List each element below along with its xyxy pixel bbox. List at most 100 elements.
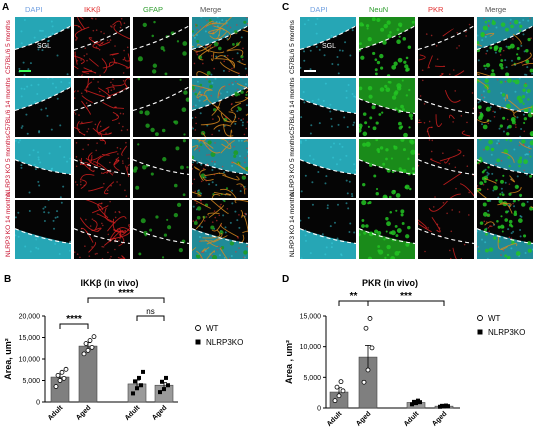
panel-c-micrograph-r2c3 [418,78,474,137]
data-point [164,375,168,380]
panel-a-micrograph-r1c1 [15,17,71,76]
y-tick-label: 0 [317,406,321,413]
data-point [338,379,344,385]
data-point [363,325,369,331]
data-point [83,341,89,346]
panel-c-header-4: Merge [485,5,507,14]
data-point [53,384,59,389]
panel-c-row-label-2: C57BL/6 14 months [289,77,296,135]
significance-bracket [87,297,165,303]
panel-c-header-1: DAPI [310,5,328,14]
panel-c-header-3: PKR [428,5,444,14]
x-tick-label: Adult [47,404,65,422]
legend-label: NLRP3KO [206,338,243,347]
data-point [139,383,143,388]
significance-label: **** [66,314,82,325]
chart-b: B IKKβ (in vivo) 0 5,000 10,000 15,000 20,000 A… [3,274,243,422]
data-point [81,351,87,357]
panel-a-micrograph-r4c2 [74,200,130,259]
panel-a-micrograph-r4c4 [192,200,248,259]
data-point [59,369,65,375]
panel-c-micrograph-r3c4 [477,139,533,198]
legend-marker [477,329,483,335]
y-tick-label: 5,000 [22,378,40,385]
data-point [410,402,414,407]
panel-letter-b: B [4,274,11,285]
y-tick-label: 20,000 [19,314,41,321]
data-point [160,379,164,384]
x-tick-label: Aged [355,410,372,427]
panel-a-micrograph-r4c3 [133,200,189,259]
y-tick-label: 0 [36,400,40,407]
panel-c-micrograph-r1c2 [359,17,415,76]
panel-a-micrograph-r1c2 [74,17,130,76]
panel-a-scale-bar [19,70,31,72]
data-point [141,369,145,374]
legend-marker [477,315,483,321]
data-point [87,338,93,343]
panel-letter-d: D [282,274,289,285]
panel-c-sgl-label: SGL [322,43,337,50]
panel-letter-a: A [2,2,10,13]
panel-c-header-2: NeuN [369,5,389,14]
y-tick-label: 15,000 [19,335,41,342]
x-tick-label: Aged [151,404,168,421]
significance-label: **** [118,288,134,299]
data-point [63,366,69,372]
panel-c-micrograph-r2c2 [359,78,415,137]
significance-bracket [59,323,89,329]
panel-c-micrograph-r1c3 [418,17,474,76]
x-tick-label: Adult [124,404,142,422]
panel-c-micrograph-r3c1 [300,139,356,198]
data-point [412,399,416,404]
y-tick-label: 15,000 [300,314,322,321]
panel-c-micrograph-r3c2 [359,139,415,198]
data-point [55,372,61,378]
panel-a-header-3: GFAP [143,5,164,14]
x-tick-label: Aged [431,410,448,427]
legend-label: NLRP3KO [488,328,525,337]
data-point [367,316,373,321]
legend-marker [195,339,201,345]
significance-label: *** [400,291,412,302]
data-point [361,379,367,385]
panel-c-micrograph-r4c2 [359,200,415,259]
panel-a-micrograph-r3c3 [133,139,189,198]
panel-a-micrograph-r3c1 [15,139,71,198]
panel-c-micrograph-r4c4 [477,200,533,259]
panel-a-row-label-4: NLRP3 KO 14 months [5,192,12,257]
significance-label: ** [350,291,358,302]
data-point [91,334,97,340]
panel-a-micrograph-r4c1 [15,200,71,259]
data-point [137,375,141,380]
data-point [57,378,63,383]
panel-a-micrograph-r1c3 [133,17,189,76]
data-point [336,393,342,399]
data-point [61,375,67,381]
panel-letter-c: C [282,2,290,13]
chart-d: D PKR (in vivo) 0 5,000 10,000 15,000 Area , u… [282,274,525,428]
panel-c-scale-bar [304,70,316,72]
data-point [135,386,139,391]
panel-c-micrograph-r4c1 [300,200,356,259]
significance-label: ns [146,307,154,316]
panel-a-micrograph-r2c2 [74,78,130,137]
panel-c-row-label-3: NLRP3 KO 5 months [289,135,296,196]
data-point [365,367,371,373]
data-point [332,398,338,404]
data-point [133,379,137,384]
significance-bracket [367,300,445,306]
panel-a-micrograph-r2c1 [15,78,71,137]
x-tick-label: Adult [403,410,421,428]
panel-c-row-label-4: NLRP3 KO 14 months [289,192,296,257]
data-point [166,383,170,388]
panel-c-row-label-1: C57BL/6 5 months [289,20,296,74]
y-tick-label: 10,000 [19,357,41,364]
panel-c-micrograph-r1c4 [477,17,533,76]
panel-a-micrograph-r2c4 [192,78,248,137]
data-point [369,345,375,351]
panel-a-micrograph-r3c2 [74,139,130,198]
y-axis-label: Area, um² [3,338,13,380]
panel-a-header-4: Merge [200,5,222,14]
data-point [162,387,166,392]
